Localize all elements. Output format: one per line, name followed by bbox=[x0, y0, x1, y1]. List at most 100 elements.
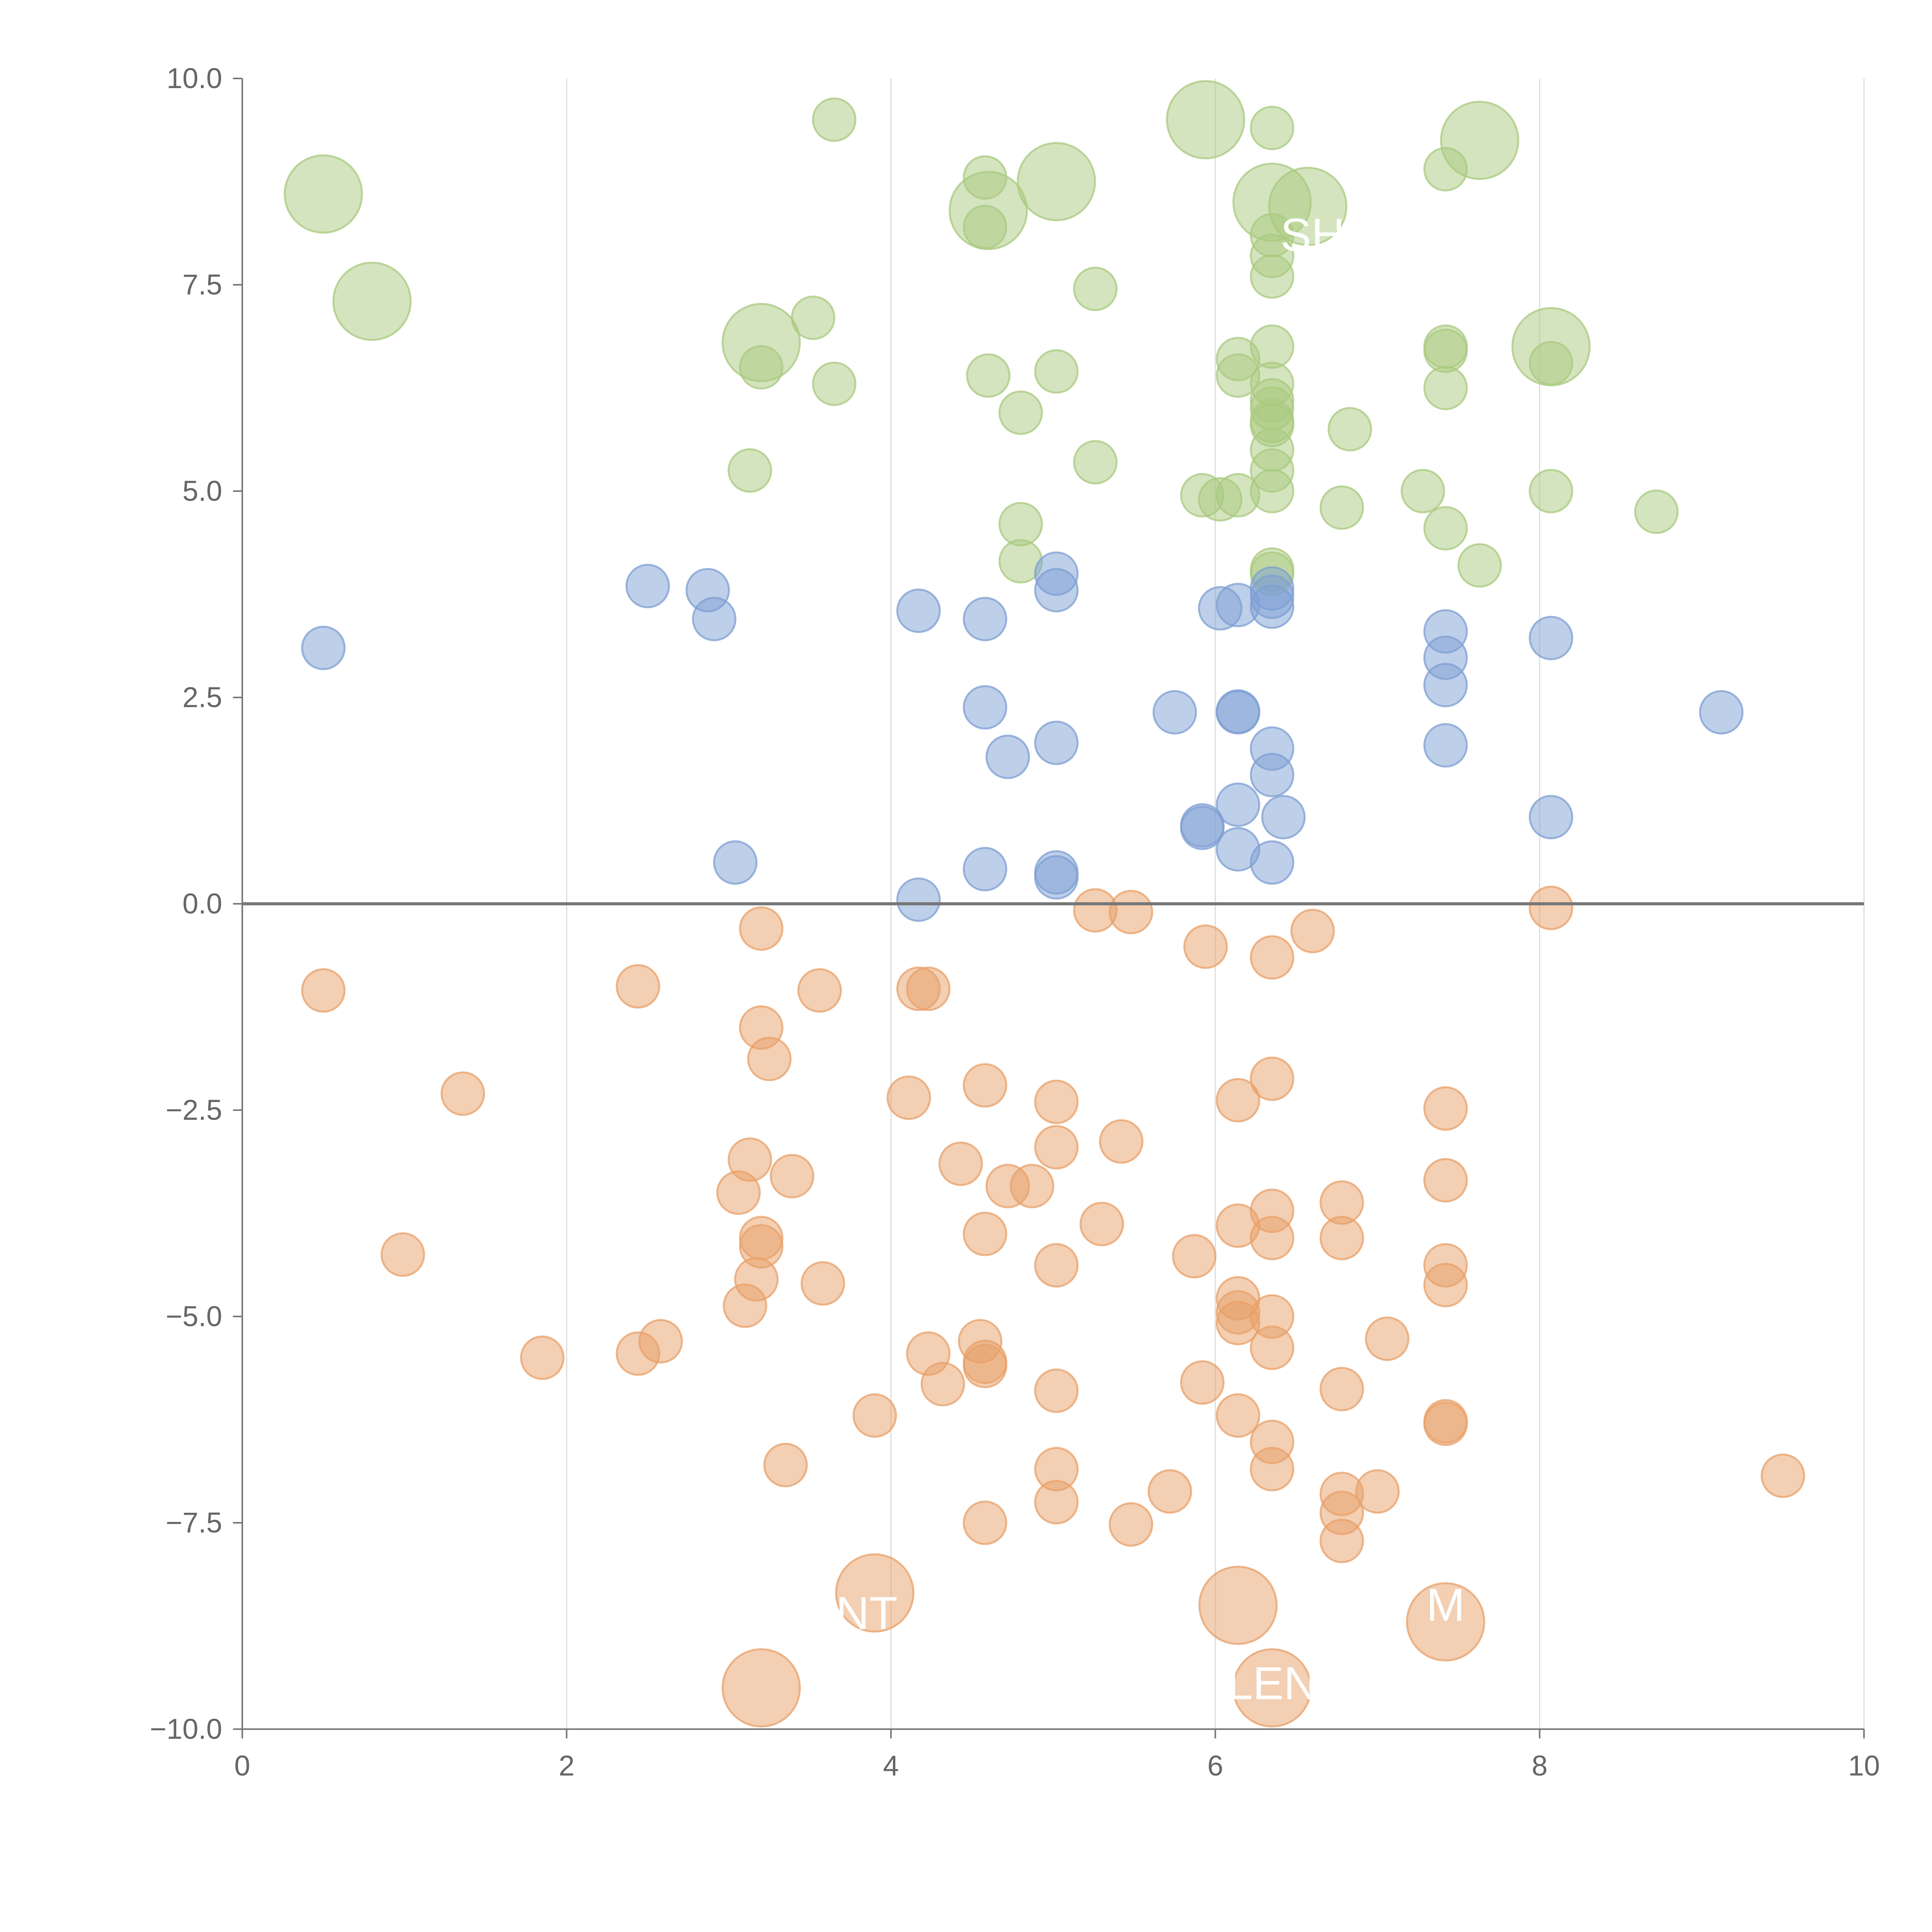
bubble-orange-56 bbox=[1250, 935, 1294, 980]
bubble-orange-43 bbox=[1099, 1119, 1144, 1164]
bubble-blue-38 bbox=[1699, 690, 1744, 735]
bubble-blue-29 bbox=[1250, 753, 1294, 798]
bubble-green-8 bbox=[1073, 267, 1118, 311]
bubble-orange-78 bbox=[1423, 1401, 1468, 1446]
bubble-blue-7 bbox=[963, 597, 1007, 641]
bubble-orange-63 bbox=[1250, 1447, 1294, 1492]
bubble-green-37 bbox=[1198, 477, 1243, 522]
bubble-orange-9 bbox=[747, 1037, 792, 1082]
bubble-orange-76 bbox=[1423, 1263, 1468, 1308]
bubble-blue-22 bbox=[1216, 690, 1260, 735]
bubble-orange-4 bbox=[520, 1335, 565, 1380]
bubble-orange-44 bbox=[1079, 1202, 1124, 1247]
bubble-green-49 bbox=[949, 171, 1028, 250]
bubble-blue-8 bbox=[963, 685, 1007, 730]
bubble-orange-64 bbox=[1290, 908, 1335, 953]
bubble-green-51 bbox=[1166, 80, 1245, 160]
x-tick-label: 4 bbox=[883, 1750, 899, 1782]
bubble-green-53 bbox=[1268, 167, 1347, 246]
y-tick-label: 2.5 bbox=[182, 681, 222, 713]
bubble-blue-12 bbox=[1034, 568, 1079, 612]
bubble-orange-40 bbox=[1034, 1480, 1079, 1525]
bubble-green-41 bbox=[1423, 506, 1468, 551]
bubble-orange-36 bbox=[1034, 1125, 1079, 1170]
bubble-orange-45 bbox=[1109, 1502, 1153, 1547]
bubble-blue-34 bbox=[1423, 663, 1468, 707]
bubble-blue-27 bbox=[1250, 584, 1294, 629]
bubble-blue-31 bbox=[1261, 795, 1306, 840]
y-tick-label: −2.5 bbox=[166, 1094, 222, 1126]
bubble-green-48 bbox=[721, 303, 801, 383]
y-tick-label: 10.0 bbox=[167, 62, 222, 94]
bubble-orange-23 bbox=[906, 966, 951, 1011]
bubble-green-43 bbox=[1457, 543, 1502, 588]
x-tick-label: 8 bbox=[1532, 1750, 1548, 1782]
bubble-orange-85 bbox=[1406, 1582, 1485, 1662]
bubble-green-19 bbox=[812, 361, 857, 406]
bubble-blue-3 bbox=[692, 597, 736, 641]
y-tick-label: −7.5 bbox=[166, 1507, 222, 1539]
bubble-orange-2 bbox=[440, 1071, 485, 1116]
bubble-green-30 bbox=[728, 448, 772, 493]
bubble-green-1 bbox=[1250, 105, 1294, 150]
bubble-orange-38 bbox=[1034, 1368, 1079, 1413]
bubble-green-33 bbox=[1529, 469, 1573, 514]
bubble-blue-15 bbox=[1034, 855, 1079, 900]
bubble-orange-61 bbox=[1250, 1325, 1294, 1370]
y-tick-label: 0.0 bbox=[182, 888, 222, 920]
bubble-orange-81 bbox=[721, 1648, 801, 1728]
bubble-blue-4 bbox=[713, 840, 758, 885]
bubble-orange-35 bbox=[1034, 1080, 1079, 1124]
bubble-annotations: SH NT LEN M bbox=[836, 209, 1465, 1709]
bubble-green-54 bbox=[1440, 100, 1519, 180]
bubble-green-24 bbox=[998, 390, 1043, 435]
bubble-blue-18 bbox=[1180, 805, 1225, 850]
bubble-blue-30 bbox=[1250, 840, 1294, 885]
bubble-green-17 bbox=[1034, 349, 1079, 394]
y-tick-label: 7.5 bbox=[182, 269, 222, 301]
x-tick-label: 2 bbox=[559, 1750, 575, 1782]
bubbles bbox=[284, 80, 1805, 1728]
bubble-orange-79 bbox=[1529, 886, 1573, 930]
bubble-orange-18 bbox=[801, 1261, 845, 1306]
bubble-green-39 bbox=[1634, 489, 1679, 534]
bubble-green-0 bbox=[812, 97, 857, 142]
bubble-orange-71 bbox=[1355, 1469, 1400, 1514]
y-tick-label: −10.0 bbox=[150, 1713, 222, 1745]
bubble-blue-5 bbox=[896, 588, 941, 633]
bubble-annotation-2: LEN bbox=[1227, 1658, 1317, 1709]
bubble-orange-10 bbox=[797, 968, 842, 1013]
bubble-orange-73 bbox=[1423, 1086, 1468, 1131]
bubble-green-7 bbox=[1250, 254, 1294, 299]
bubble-orange-46 bbox=[1148, 1469, 1192, 1514]
bubble-orange-17 bbox=[723, 1283, 767, 1328]
bubble-orange-82 bbox=[835, 1553, 915, 1633]
bubble-green-55 bbox=[1511, 307, 1591, 386]
bubble-green-27 bbox=[1328, 407, 1372, 452]
bubble-blue-37 bbox=[1529, 795, 1573, 840]
bubble-blue-36 bbox=[1529, 616, 1573, 660]
bubble-orange-29 bbox=[963, 1339, 1007, 1384]
axes: −10.0 −7.5 −5.0 −2.5 0.0 2.5 5.0 7.5 10.0 0 2 4 6 8 10 bbox=[150, 62, 1880, 1782]
bubble-orange-26 bbox=[920, 1362, 965, 1406]
y-tick-label: −5.0 bbox=[166, 1300, 222, 1332]
bubble-green-50 bbox=[1017, 142, 1096, 221]
bubble-green-38 bbox=[1320, 485, 1364, 530]
bubble-orange-74 bbox=[1423, 1158, 1468, 1203]
bubble-orange-70 bbox=[1320, 1519, 1364, 1563]
bubble-orange-48 bbox=[1172, 1234, 1217, 1279]
bubble-orange-7 bbox=[739, 906, 784, 951]
bubble-orange-13 bbox=[716, 1170, 761, 1215]
bubble-orange-83 bbox=[1198, 1566, 1278, 1645]
bubble-orange-67 bbox=[1320, 1367, 1364, 1412]
bubble-blue-9 bbox=[963, 847, 1007, 891]
bubble-green-29 bbox=[1073, 440, 1118, 485]
x-tick-label: 0 bbox=[234, 1750, 250, 1782]
bubble-blue-35 bbox=[1423, 723, 1468, 768]
bubble-blue-16 bbox=[1152, 690, 1197, 735]
bubble-orange-66 bbox=[1320, 1216, 1364, 1260]
bubble-orange-0 bbox=[301, 968, 346, 1013]
y-tick-label: 5.0 bbox=[182, 475, 222, 507]
bubble-orange-72 bbox=[1365, 1316, 1410, 1361]
bubble-blue-6 bbox=[896, 877, 941, 922]
